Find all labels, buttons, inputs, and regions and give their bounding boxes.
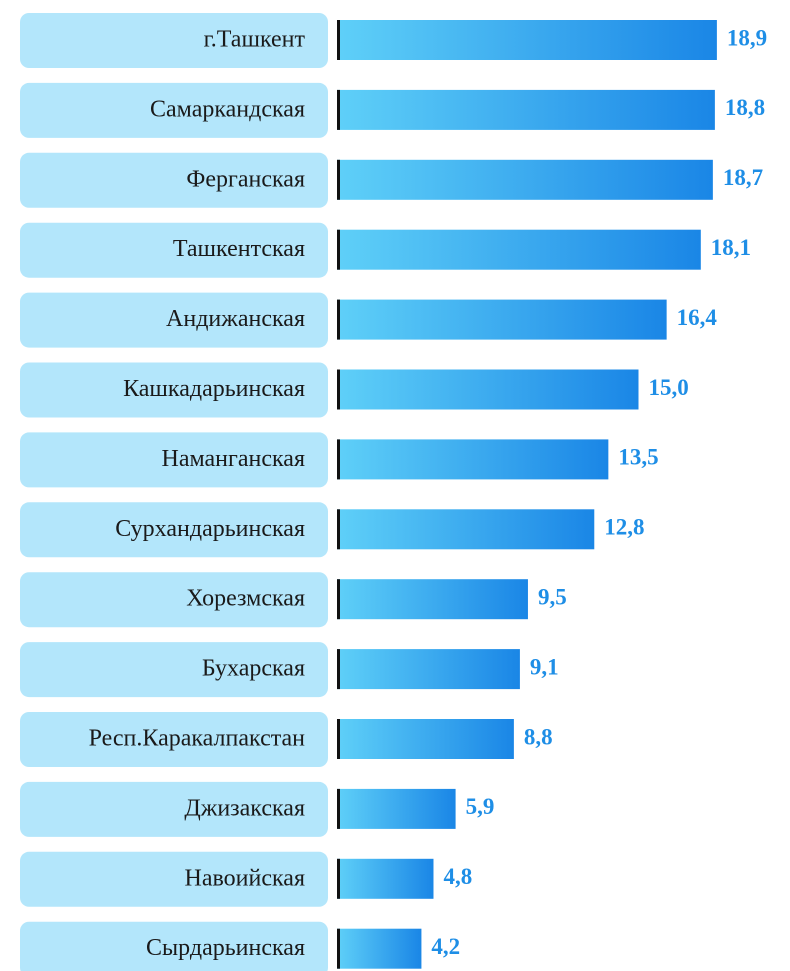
value-label: 15,0 [649,375,689,400]
category-box [20,13,328,68]
value-label: 18,1 [711,235,751,260]
category-box [20,712,328,767]
bar [337,928,422,969]
category-label: Хорезмская [186,586,305,612]
value-label: 18,7 [723,165,763,190]
category-box [20,222,328,278]
category-label: Наманганская [162,446,305,472]
category-label: Джизакская [184,795,305,821]
bar [337,439,609,480]
bar-start-tick [337,928,340,969]
category-label: Кашкадарьинская [123,376,305,402]
bar-start-tick [337,858,340,899]
bar-start-tick [337,89,340,130]
category-label: Сырдарьинская [146,935,305,961]
bar-start-tick [337,579,340,620]
category-box [20,152,328,208]
category-box [20,851,328,907]
bar-start-tick [337,788,340,829]
value-label: 4,8 [443,864,472,889]
value-label: 12,8 [604,515,644,540]
category-box [20,432,328,488]
category-label: Ташкентская [173,236,305,262]
bar [337,299,667,340]
value-label: 4,2 [431,934,460,959]
bar-start-tick [337,649,340,690]
category-label: Респ.Каракалпакстан [89,726,306,752]
category-label: Бухарская [202,656,305,682]
value-label: 9,1 [530,654,559,679]
category-box [20,362,328,418]
bar [337,89,715,130]
category-box [20,642,328,698]
bar [337,579,528,620]
bar [337,159,713,200]
category-label: Ферганская [186,166,305,192]
category-label: Самаркандская [150,96,305,122]
value-label: 18,8 [725,95,765,120]
bar-start-tick [337,719,340,759]
category-label: Сурхандарьинская [115,516,305,542]
value-label: 5,9 [466,794,495,819]
bar [337,719,514,759]
bar [337,788,456,829]
category-box [20,781,328,837]
bar-start-tick [337,20,340,60]
value-label: 8,8 [524,724,553,749]
category-box [20,572,328,628]
bar-start-tick [337,229,340,270]
value-label: 18,9 [727,25,767,50]
bar-start-tick [337,159,340,200]
bar [337,369,639,410]
bar-start-tick [337,509,340,550]
category-box [20,921,328,971]
bar-start-tick [337,439,340,480]
category-label: Андижанская [166,306,305,332]
bar [337,20,717,60]
value-label: 16,4 [677,305,718,330]
bar [337,858,434,899]
bar-start-tick [337,369,340,410]
category-box [20,292,328,348]
category-box [20,82,328,138]
bar [337,509,595,550]
value-label: 9,5 [538,584,567,609]
category-label: г.Ташкент [204,27,306,53]
bar-start-tick [337,299,340,340]
bar [337,649,520,690]
bar [337,229,701,270]
category-label: Навоийская [185,865,305,891]
category-box [20,502,328,558]
value-label: 13,5 [618,445,658,470]
